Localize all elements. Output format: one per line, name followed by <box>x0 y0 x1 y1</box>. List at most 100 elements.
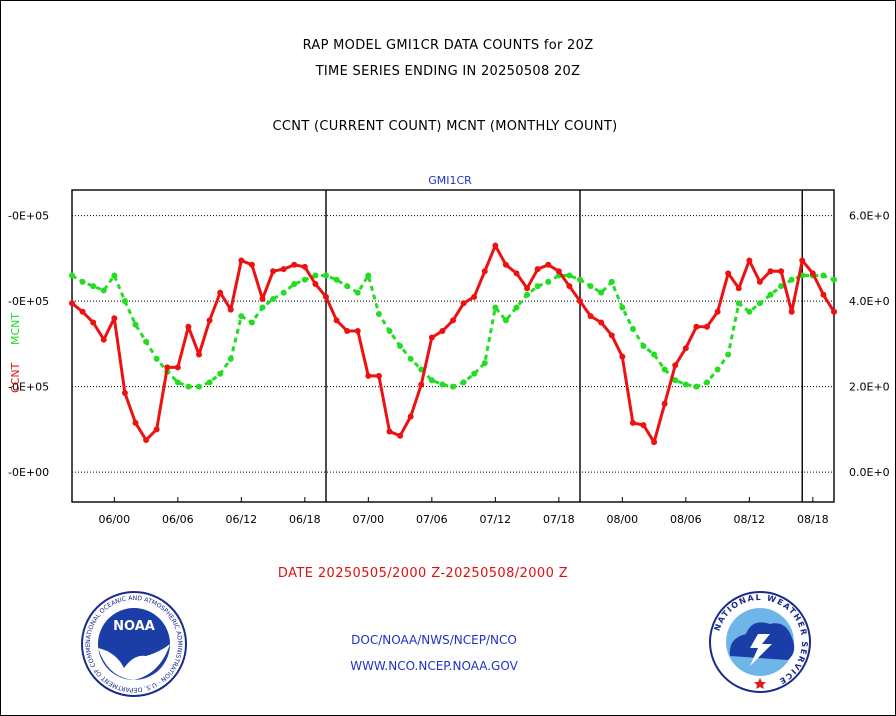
ccnt-point <box>227 306 234 313</box>
mcnt-point <box>121 298 128 305</box>
chart-area: GMI1CR -0E+00 -0E+05 -0E+05 -0E+05 0.0E+0 2.… <box>8 174 890 526</box>
mcnt-point <box>312 272 319 279</box>
ccnt-point <box>513 270 520 277</box>
mcnt-point <box>418 366 425 373</box>
mcnt-point <box>354 289 361 296</box>
mcnt-point <box>693 383 700 390</box>
mcnt-point <box>534 283 541 290</box>
mcnt-point <box>375 310 382 317</box>
ccnt-point <box>746 257 753 264</box>
ccnt-point <box>502 261 509 268</box>
ccnt-point <box>174 364 181 371</box>
ccnt-point <box>418 381 425 388</box>
x-tick-label: 06/00 <box>98 513 130 526</box>
mcnt-point <box>577 276 583 283</box>
mcnt-point <box>397 343 404 349</box>
right-tick-label: 2.0E+0 <box>849 381 890 394</box>
mcnt-point <box>301 276 308 283</box>
mcnt-point <box>566 272 573 279</box>
ccnt-point <box>460 300 467 307</box>
mcnt-point <box>492 304 499 311</box>
day-boundary-lines <box>325 190 803 502</box>
ccnt-point <box>640 422 647 429</box>
ccnt-point <box>428 334 435 341</box>
x-axis-ticks: 06/00 06/06 06/12 06/18 07/00 07/06 07/12 07/18… <box>98 497 829 526</box>
mcnt-point <box>513 304 520 311</box>
ccnt-point <box>164 364 171 371</box>
panel-title: GMI1CR <box>428 174 472 187</box>
ccnt-point <box>312 281 319 288</box>
nws-logo: NATIONAL WEATHER SERVICE <box>709 591 811 693</box>
mcnt-point <box>439 381 446 388</box>
mcnt-point <box>386 328 393 335</box>
grid-lines <box>72 215 834 473</box>
mcnt-point <box>153 355 160 362</box>
ccnt-point <box>809 270 816 277</box>
ccnt-point <box>704 323 710 330</box>
ccnt-point <box>778 268 785 275</box>
ccnt-point <box>820 291 827 298</box>
mcnt-point <box>259 304 266 311</box>
ccnt-point <box>217 289 224 296</box>
ccnt-point <box>69 300 75 307</box>
plot-frame <box>71 189 835 503</box>
ccnt-point <box>735 285 742 292</box>
footer-link-website[interactable]: WWW.NCO.NCEP.NOAA.GOV <box>350 659 518 673</box>
chart-title-line2: TIME SERIES ENDING IN 20250508 20Z <box>315 64 581 79</box>
ccnt-point <box>672 362 679 369</box>
x-tick-label: 08/06 <box>670 513 702 526</box>
footer-link-doc[interactable]: DOC/NOAA/NWS/NCEP/NCO <box>351 633 517 647</box>
right-axis-ticks: 0.0E+0 2.0E+0 4.0E+0 6.0E+0 <box>849 210 890 479</box>
mcnt-point <box>248 319 255 326</box>
ccnt-point <box>534 266 541 273</box>
mcnt-point <box>333 276 340 283</box>
ccnt-point <box>682 345 689 352</box>
right-tick-label: 0.0E+0 <box>849 466 890 479</box>
mcnt-point <box>756 300 763 307</box>
ccnt-point <box>471 293 478 300</box>
right-tick-label: 6.0E+0 <box>849 210 890 223</box>
ccnt-point <box>714 308 721 315</box>
mcnt-point <box>725 351 732 358</box>
left-axis-ticks: -0E+00 -0E+05 -0E+05 -0E+05 <box>8 210 49 479</box>
noaa-logo: NATIONAL OCEANIC AND ATMOSPHERIC ADMINIS… <box>80 590 187 697</box>
ccnt-point <box>132 419 139 426</box>
mcnt-point <box>629 325 636 332</box>
ccnt-point <box>407 413 414 420</box>
ccnt-point <box>270 268 277 275</box>
mcnt-point <box>132 321 139 328</box>
ccnt-point <box>143 437 150 444</box>
mcnt-point <box>196 383 202 390</box>
ccnt-point <box>333 317 340 324</box>
ccnt-point <box>259 295 266 302</box>
ccnt-point <box>439 328 446 335</box>
ccnt-point <box>756 278 763 285</box>
ccnt-point <box>619 353 626 360</box>
mcnt-point <box>428 377 435 384</box>
mcnt-point <box>545 278 552 285</box>
mcnt-point <box>323 272 329 279</box>
mcnt-point <box>672 377 679 384</box>
ccnt-point <box>545 261 552 268</box>
x-tick-label: 08/12 <box>733 513 765 526</box>
left-tick-label: -0E+00 <box>8 466 49 479</box>
ccnt-point <box>788 308 795 315</box>
ccnt-point <box>524 285 531 292</box>
ccnt-point <box>248 261 255 268</box>
mcnt-point <box>714 366 721 373</box>
ccnt-point <box>354 328 361 335</box>
ccnt-point <box>365 372 372 379</box>
ccnt-point <box>121 390 128 397</box>
ccnt-point <box>79 308 86 315</box>
ccnt-line <box>71 244 836 444</box>
y-axis-label-mcnt: MCNT <box>9 313 22 345</box>
ccnt-point <box>577 298 583 305</box>
ccnt-point <box>196 351 202 358</box>
mcnt-point <box>344 283 351 290</box>
left-tick-label: -0E+05 <box>8 210 49 223</box>
mcnt-point <box>481 360 488 367</box>
mcnt-point <box>407 355 414 362</box>
ccnt-point <box>629 419 636 426</box>
mcnt-point <box>460 379 467 386</box>
mcnt-point <box>619 304 626 311</box>
